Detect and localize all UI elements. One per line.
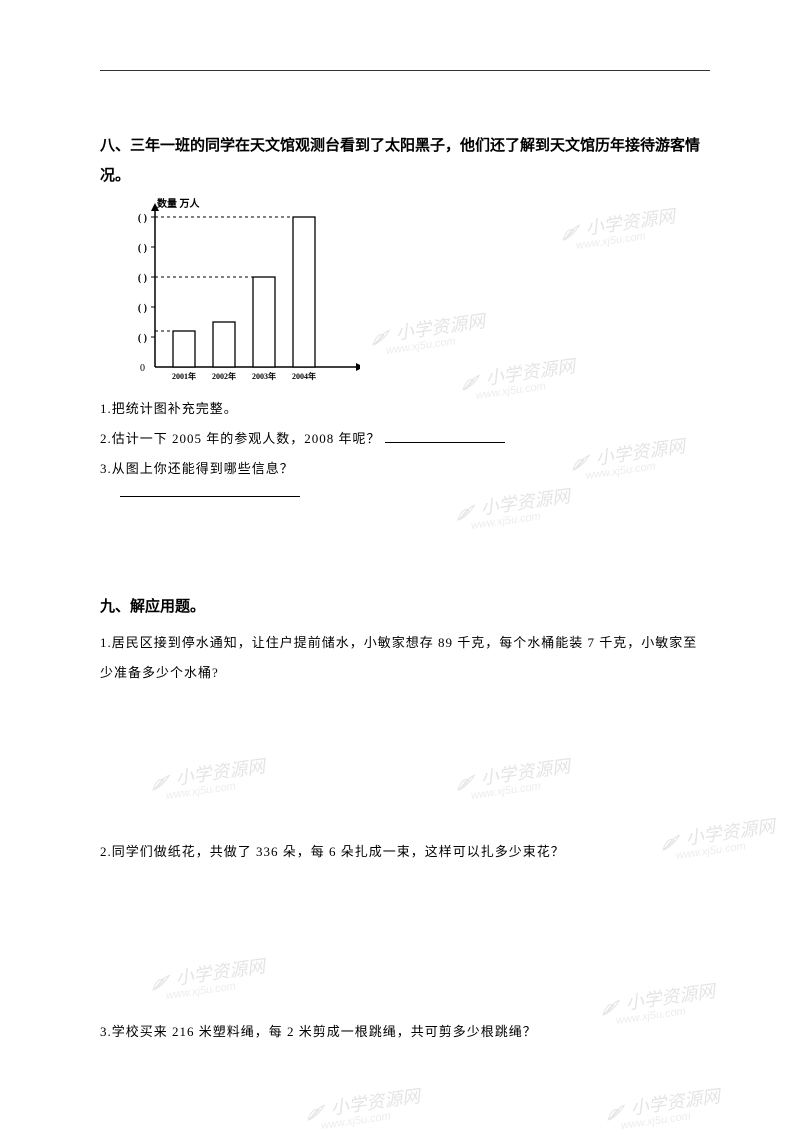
s8-q1: 1.把统计图补充完整。 <box>100 394 710 424</box>
svg-text:( ): ( ) <box>138 333 147 344</box>
svg-text:2003年: 2003年 <box>252 371 276 381</box>
s8-q2-text: 2.估计一下 2005 年的参观人数，2008 年呢？ <box>100 431 381 446</box>
s8-q3: 3.从图上你还能得到哪些信息？ <box>100 454 710 484</box>
visitors-bar-chart: 数量 万人 0 ( ) ( ) ( ) ( ) ( ) 2001年 2002年 2003年 2004… <box>100 197 710 392</box>
watermark: 小学资源网www.xj5u.com <box>303 1082 423 1134</box>
svg-text:( ): ( ) <box>138 213 147 224</box>
section-8-title: 八、三年一班的同学在天文馆观测台看到了太阳黑子，他们还了解到天文馆历年接待游客情… <box>100 131 710 191</box>
s9-q2: 2.同学们做纸花，共做了 336 朵，每 6 朵扎成一束，这样可以扎多少束花？ <box>100 837 710 867</box>
svg-text:( ): ( ) <box>138 273 147 284</box>
svg-text:2004年: 2004年 <box>292 371 316 381</box>
svg-text:2002年: 2002年 <box>212 371 236 381</box>
s8-q2: 2.估计一下 2005 年的参观人数，2008 年呢？ <box>100 424 710 454</box>
s8-q3-answer-line <box>120 496 300 497</box>
s9-q3: 3.学校买来 216 米塑料绳，每 2 米剪成一根跳绳，共可剪多少根跳绳？ <box>100 1017 710 1047</box>
watermark: 小学资源网www.xj5u.com <box>603 1082 723 1134</box>
chart-svg: 数量 万人 0 ( ) ( ) ( ) ( ) ( ) 2001年 2002年 2003年 2004… <box>100 197 360 387</box>
page-content: 八、三年一班的同学在天文馆观测台看到了太阳黑子，他们还了解到天文馆历年接待游客情… <box>0 0 800 1087</box>
svg-text:( ): ( ) <box>138 243 147 254</box>
section-9-title: 九、解应用题。 <box>100 592 710 622</box>
top-horizontal-rule <box>100 70 710 71</box>
svg-text:2001年: 2001年 <box>172 371 196 381</box>
svg-text:数量 万人: 数量 万人 <box>157 197 200 210</box>
svg-text:( ): ( ) <box>138 303 147 314</box>
s9-q1: 1.居民区接到停水通知，让住户提前储水，小敏家想存 89 千克，每个水桶能装 7… <box>100 628 710 688</box>
s8-q2-blank <box>385 429 505 443</box>
svg-text:0: 0 <box>140 363 145 374</box>
